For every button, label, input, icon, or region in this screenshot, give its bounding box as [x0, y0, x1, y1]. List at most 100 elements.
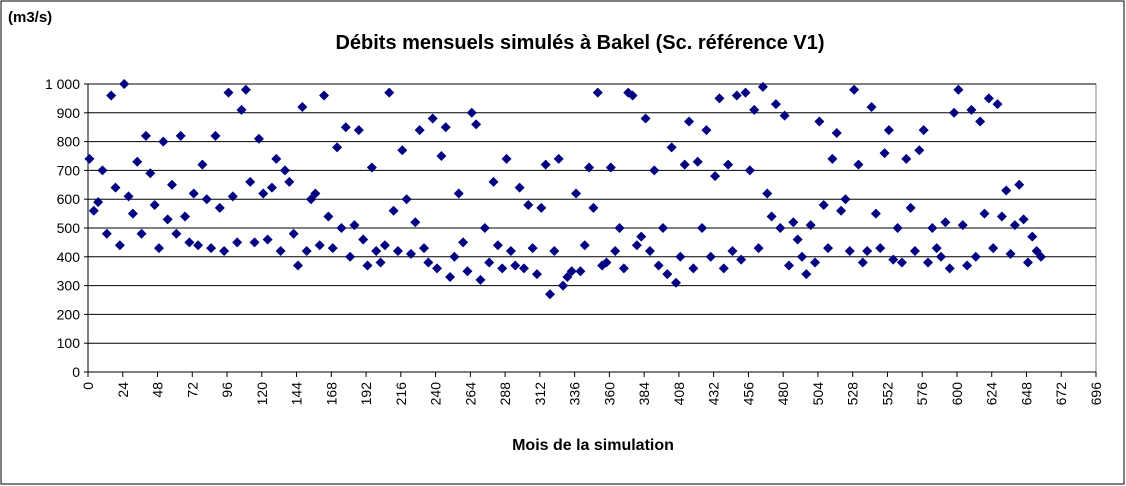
data-point — [284, 176, 295, 187]
data-point — [927, 223, 938, 233]
data-point — [440, 122, 451, 133]
data-point — [175, 130, 186, 141]
data-point — [870, 208, 881, 219]
data-point — [232, 237, 243, 248]
data-point — [931, 243, 942, 254]
data-point — [523, 199, 534, 210]
data-point — [162, 214, 173, 225]
data-point — [983, 93, 994, 104]
data-point — [923, 257, 933, 268]
data-point — [892, 223, 903, 233]
x-tick-label: 408 — [671, 382, 687, 406]
data-point — [953, 84, 964, 95]
data-point — [962, 260, 973, 271]
data-point — [801, 269, 812, 280]
data-point — [831, 127, 842, 138]
data-point — [167, 179, 177, 190]
data-point — [362, 260, 373, 271]
data-point — [505, 246, 516, 257]
data-point — [601, 257, 612, 268]
data-point — [488, 176, 499, 187]
data-point — [1014, 179, 1025, 190]
data-point — [662, 269, 673, 280]
x-tick-label: 600 — [949, 382, 965, 406]
chart-title: Débits mensuels simulés à Bakel (Sc. réf… — [335, 32, 824, 54]
data-point — [614, 223, 625, 233]
data-point — [184, 237, 195, 248]
data-point — [710, 171, 721, 182]
x-tick-label: 0 — [80, 382, 96, 390]
data-point — [127, 208, 138, 219]
data-point — [996, 211, 1007, 222]
data-point — [258, 188, 269, 199]
data-point — [701, 125, 712, 136]
data-point — [540, 159, 551, 170]
data-point — [492, 240, 503, 251]
data-point — [353, 125, 364, 136]
data-point — [293, 260, 303, 271]
data-point — [262, 234, 273, 245]
data-point — [779, 110, 790, 121]
data-point — [814, 116, 825, 127]
data-point — [853, 159, 864, 170]
data-point — [436, 151, 447, 161]
data-point — [371, 246, 382, 257]
data-point — [901, 153, 912, 164]
data-point — [510, 260, 521, 271]
data-point — [797, 251, 807, 262]
data-point — [327, 243, 338, 254]
data-point — [679, 159, 690, 170]
data-point — [188, 188, 199, 199]
x-tick-label: 552 — [879, 382, 895, 406]
data-point — [93, 197, 104, 208]
data-point — [310, 188, 321, 199]
data-point — [575, 266, 586, 277]
data-point — [392, 246, 403, 257]
y-unit: (m3/s) — [8, 9, 52, 26]
data-point — [301, 246, 312, 257]
x-tick-label: 240 — [428, 382, 444, 406]
data-point — [562, 271, 573, 282]
data-point — [388, 205, 399, 216]
data-point — [627, 90, 638, 101]
y-tick-label: 500 — [57, 220, 81, 236]
x-tick-label: 480 — [775, 382, 791, 406]
data-point — [671, 277, 681, 288]
x-tick-label: 336 — [567, 382, 583, 406]
data-point — [271, 153, 282, 164]
data-point — [657, 223, 668, 233]
data-point — [219, 246, 230, 257]
data-point — [1018, 214, 1029, 225]
data-point — [905, 202, 916, 213]
data-point — [245, 176, 256, 187]
data-point — [323, 211, 334, 222]
data-point — [206, 243, 217, 254]
data-point — [918, 125, 929, 136]
data-point — [106, 90, 117, 101]
data-point — [649, 165, 660, 176]
data-point — [432, 263, 443, 274]
data-point — [1009, 220, 1020, 231]
data-point — [549, 246, 560, 257]
data-point — [471, 119, 482, 130]
data-point — [736, 254, 747, 265]
data-point — [666, 142, 677, 153]
data-point — [253, 133, 264, 144]
data-point — [727, 246, 738, 257]
x-tick-label: 624 — [984, 382, 1000, 406]
data-point — [423, 257, 434, 268]
data-point — [836, 205, 847, 216]
data-point — [944, 263, 955, 274]
data-point — [236, 104, 247, 115]
y-tick-label: 600 — [57, 191, 81, 207]
x-tick-label: 120 — [254, 382, 270, 406]
data-point — [466, 107, 477, 118]
data-point — [384, 87, 395, 98]
data-point — [484, 257, 495, 268]
x-tick-label: 672 — [1053, 382, 1069, 406]
data-point — [401, 194, 412, 205]
x-tick-label: 264 — [462, 382, 478, 406]
y-tick-label: 700 — [57, 162, 81, 178]
data-point — [123, 191, 134, 202]
x-tick-label: 456 — [740, 382, 756, 406]
